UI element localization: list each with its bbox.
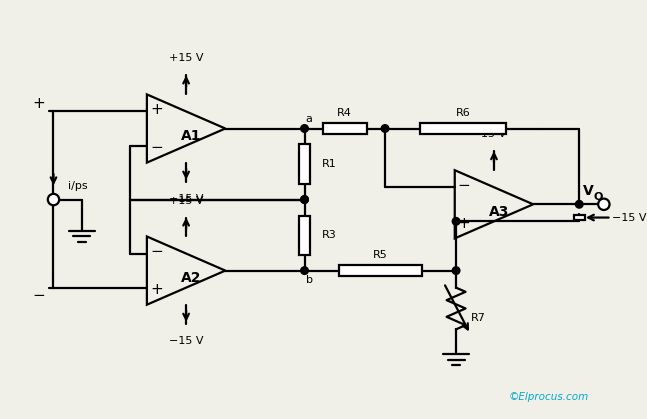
- Circle shape: [301, 267, 309, 274]
- Text: −15 V: −15 V: [612, 212, 647, 222]
- Text: R3: R3: [322, 230, 336, 240]
- Text: O: O: [593, 192, 603, 202]
- Bar: [573, 215, 585, 220]
- Text: A2: A2: [181, 271, 201, 285]
- Circle shape: [381, 125, 389, 132]
- Text: +: +: [150, 102, 163, 117]
- Text: R5: R5: [373, 251, 388, 261]
- Circle shape: [575, 201, 583, 208]
- Text: +15 V: +15 V: [169, 196, 203, 205]
- Circle shape: [48, 194, 59, 205]
- Text: R6: R6: [455, 109, 470, 118]
- Bar: [420, 123, 506, 134]
- Text: b: b: [306, 275, 313, 285]
- Text: R7: R7: [471, 313, 486, 323]
- Text: V: V: [583, 184, 594, 198]
- Text: 15 V: 15 V: [481, 129, 507, 139]
- Text: R1: R1: [322, 159, 336, 169]
- Text: −: −: [150, 244, 163, 259]
- Text: +: +: [458, 216, 470, 231]
- Bar: [299, 145, 310, 184]
- Text: a: a: [306, 114, 313, 124]
- Circle shape: [452, 267, 460, 274]
- Text: +: +: [150, 282, 163, 297]
- Bar: [323, 123, 367, 134]
- Bar: [338, 265, 422, 276]
- Text: A3: A3: [488, 205, 509, 219]
- Text: +15 V: +15 V: [169, 53, 203, 63]
- Text: −15 V: −15 V: [169, 194, 203, 204]
- Circle shape: [301, 196, 309, 203]
- Text: ©Elprocus.com: ©Elprocus.com: [509, 392, 589, 401]
- Text: −: −: [32, 288, 45, 303]
- Circle shape: [301, 196, 309, 203]
- Text: R4: R4: [337, 109, 352, 118]
- Circle shape: [301, 125, 309, 132]
- Text: −: −: [458, 178, 470, 193]
- Circle shape: [598, 199, 609, 210]
- Text: −: −: [150, 140, 163, 155]
- Text: i/ps: i/ps: [68, 181, 87, 191]
- Bar: [299, 215, 310, 255]
- Circle shape: [452, 217, 460, 225]
- Text: −15 V: −15 V: [169, 336, 203, 346]
- Text: A1: A1: [181, 129, 201, 143]
- Text: +: +: [32, 96, 45, 111]
